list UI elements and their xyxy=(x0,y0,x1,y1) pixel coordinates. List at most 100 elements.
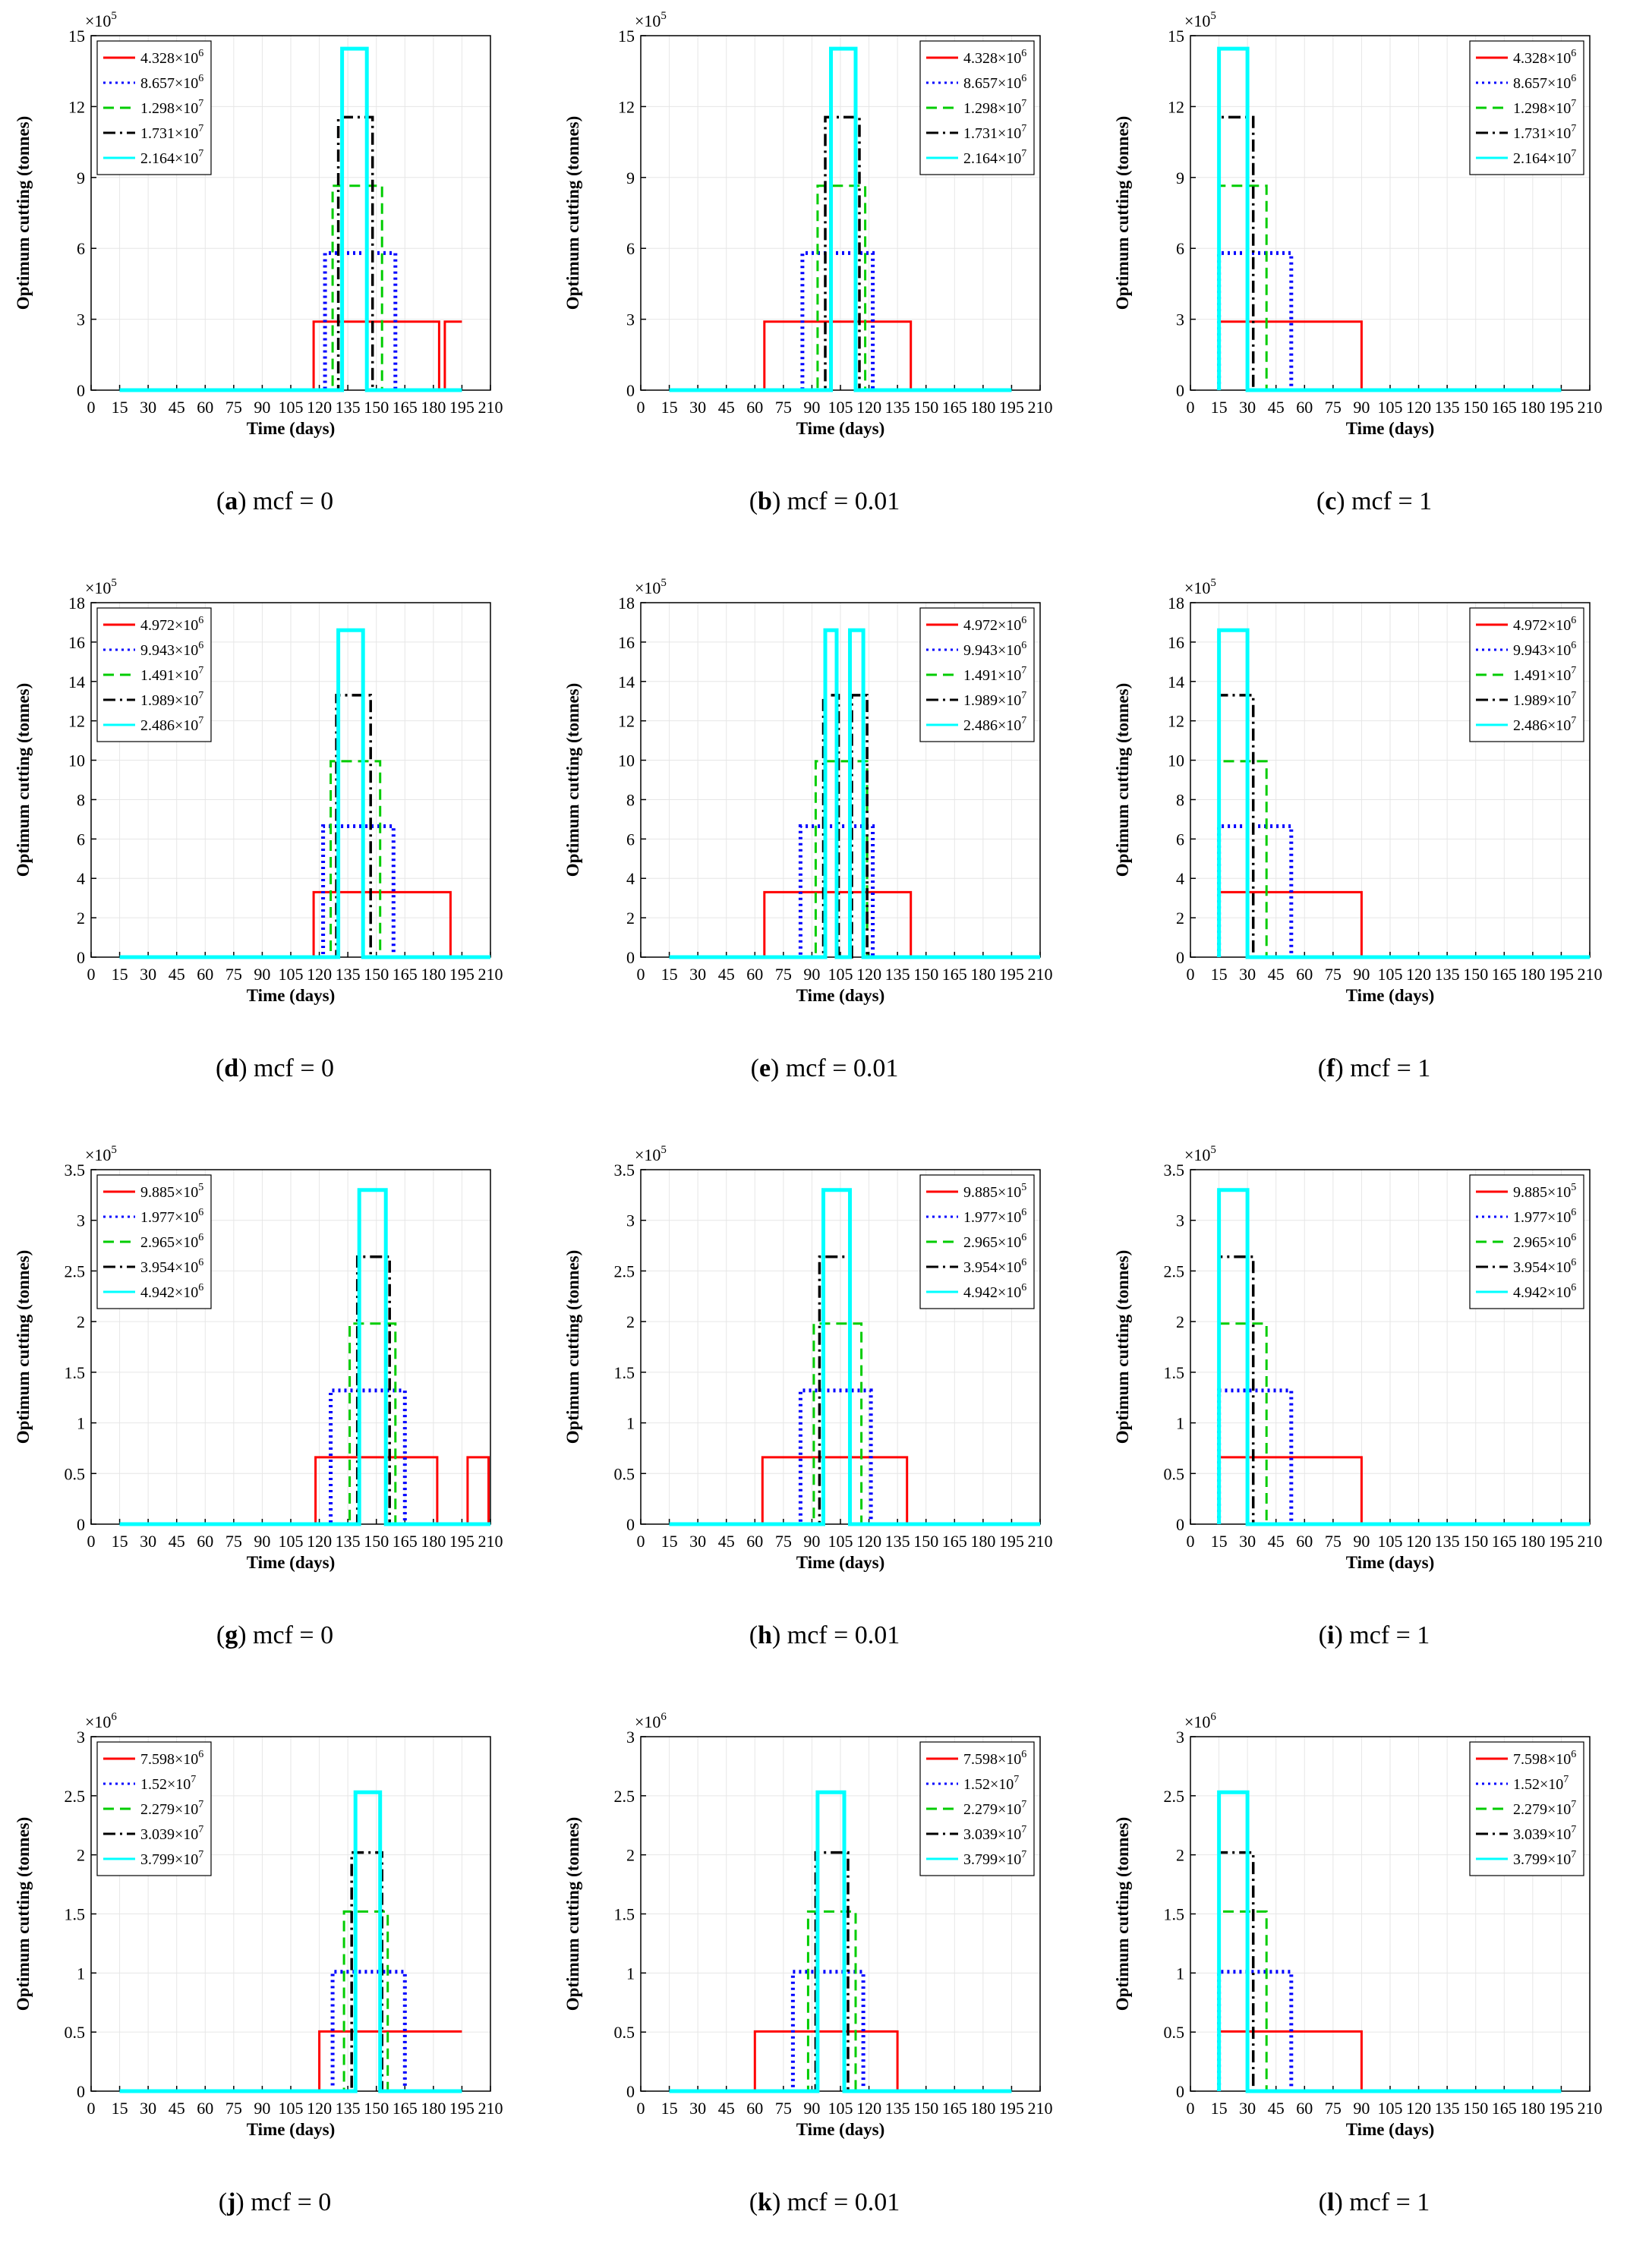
x-tick-label: 105 xyxy=(1378,1532,1403,1551)
y-exponent: ×106 xyxy=(1184,1711,1216,1731)
x-tick-label: 135 xyxy=(885,398,910,417)
x-tick-label: 150 xyxy=(913,2099,938,2118)
series-line-3 xyxy=(119,1322,490,1526)
x-tick-label: 165 xyxy=(393,965,418,984)
y-tick-label: 6 xyxy=(77,239,85,258)
y-tick-label: 3 xyxy=(77,1211,85,1230)
series-line-3 xyxy=(669,760,1040,959)
x-axis-label: Time (days) xyxy=(1346,1553,1435,1572)
caption-text: ) mcf = 1 xyxy=(1334,1621,1430,1649)
legend-label-2: 1.52×107 xyxy=(1513,1774,1569,1793)
y-tick-label: 6 xyxy=(77,830,85,849)
x-tick-label: 210 xyxy=(1028,398,1053,417)
x-tick-label: 150 xyxy=(364,2099,389,2118)
x-tick-label: 45 xyxy=(1268,2099,1285,2118)
x-tick-label: 120 xyxy=(1406,965,1431,984)
legend: 9.885×105 1.977×106 2.965×106 3.954×106 4.94… xyxy=(96,1174,212,1309)
x-tick-label: 60 xyxy=(1296,1532,1313,1551)
legend-label-3: 2.279×107 xyxy=(963,1799,1026,1818)
chart-panel-f: 0 15 30 45 60 75 90 105 120 135 150 165 180 195 210 0 2 4… xyxy=(1099,567,1649,1134)
y-tick-label: 12 xyxy=(618,97,635,116)
legend-label-1: 4.972×106 xyxy=(963,615,1026,634)
x-tick-label: 75 xyxy=(775,965,792,984)
legend-label-1: 7.598×106 xyxy=(963,1749,1026,1768)
subfigure-caption: (e) mcf = 0.01 xyxy=(750,1054,899,1082)
x-tick-label: 0 xyxy=(1187,965,1195,984)
y-tick-label: 0 xyxy=(1176,381,1184,400)
axes: 0 15 30 45 60 75 90 105 120 135 150 165 180 195 210 0 0.… xyxy=(65,1161,503,1551)
y-tick-label: 3.5 xyxy=(1164,1161,1185,1180)
y-tick-label: 1 xyxy=(626,1964,635,1983)
y-tick-label: 1.5 xyxy=(1164,1905,1185,1924)
x-tick-label: 120 xyxy=(856,398,881,417)
x-tick-label: 105 xyxy=(828,2099,853,2118)
y-tick-label: 18 xyxy=(618,594,635,613)
legend-label-3: 1.298×107 xyxy=(1513,98,1576,117)
legend-label-5: 4.942×106 xyxy=(140,1282,203,1301)
x-tick-label: 165 xyxy=(1492,398,1517,417)
caption-letter: c xyxy=(1325,487,1337,515)
x-tick-label: 120 xyxy=(307,398,332,417)
y-tick-label: 3 xyxy=(626,1728,635,1747)
x-axis-label: Time (days) xyxy=(796,1553,885,1572)
x-tick-label: 30 xyxy=(689,1532,706,1551)
subfigure-caption: (i) mcf = 1 xyxy=(1318,1621,1430,1649)
legend-label-3: 2.965×106 xyxy=(1513,1232,1576,1251)
y-tick-label: 1.5 xyxy=(65,1905,86,1924)
x-axis-label: Time (days) xyxy=(1346,986,1435,1005)
subfigure-caption: (h) mcf = 0.01 xyxy=(749,1621,900,1649)
x-tick-label: 165 xyxy=(1492,965,1517,984)
chart-svg: 0 15 30 45 60 75 90 105 120 135 150 165 180 195 210 0 0.… xyxy=(1113,1711,1603,2139)
series-line-5 xyxy=(1217,46,1562,392)
x-tick-label: 90 xyxy=(254,2099,270,2118)
x-tick-label: 75 xyxy=(225,1532,242,1551)
x-tick-label: 105 xyxy=(279,1532,304,1551)
x-tick-label: 0 xyxy=(637,965,645,984)
y-axis-label: Optimum cutting (tonnes) xyxy=(14,683,33,877)
legend-label-5: 2.486×107 xyxy=(1513,715,1576,734)
y-exponent: ×105 xyxy=(1184,1144,1216,1164)
legend-label-2: 8.657×106 xyxy=(963,73,1026,92)
y-tick-label: 0 xyxy=(626,381,635,400)
x-tick-label: 30 xyxy=(140,1532,156,1551)
legend-label-4: 3.954×106 xyxy=(140,1257,203,1276)
legend-label-3: 1.298×107 xyxy=(963,98,1026,117)
x-tick-label: 165 xyxy=(1492,2099,1517,2118)
chart-panel-l: 0 15 30 45 60 75 90 105 120 135 150 165 180 195 210 0 0.… xyxy=(1099,1701,1649,2268)
x-tick-label: 45 xyxy=(169,398,185,417)
legend-label-5: 4.942×106 xyxy=(963,1282,1026,1301)
x-tick-label: 165 xyxy=(942,2099,967,2118)
series-line-3 xyxy=(669,1322,1040,1526)
series-line-1 xyxy=(119,1456,490,1526)
x-tick-label: 15 xyxy=(661,2099,678,2118)
x-tick-label: 120 xyxy=(1406,1532,1431,1551)
y-tick-label: 12 xyxy=(68,97,85,116)
caption-letter: a xyxy=(225,487,238,515)
series-line-3 xyxy=(1218,1322,1590,1526)
legend-label-5: 2.164×107 xyxy=(963,148,1026,167)
y-tick-label: 1 xyxy=(626,1414,635,1433)
x-tick-label: 195 xyxy=(449,1532,475,1551)
subfigure-caption: (d) mcf = 0 xyxy=(215,1054,335,1082)
y-tick-label: 0.5 xyxy=(65,2023,86,2042)
y-tick-label: 9 xyxy=(626,169,635,187)
y-tick-label: 1 xyxy=(77,1964,85,1983)
x-tick-label: 45 xyxy=(169,2099,185,2118)
x-tick-label: 210 xyxy=(478,398,503,417)
x-tick-label: 30 xyxy=(689,965,706,984)
y-tick-label: 3.5 xyxy=(614,1161,635,1180)
y-tick-label: 0 xyxy=(77,2082,85,2101)
chart-svg: 0 15 30 45 60 75 90 105 120 135 150 165 180 195 210 0 0.… xyxy=(563,1144,1053,1572)
legend-label-1: 4.328×106 xyxy=(140,48,203,67)
x-tick-label: 150 xyxy=(1463,398,1488,417)
x-tick-label: 210 xyxy=(1028,2099,1053,2118)
y-tick-label: 2.5 xyxy=(1164,1262,1185,1280)
y-tick-label: 2 xyxy=(77,1312,85,1331)
x-tick-label: 60 xyxy=(197,398,213,417)
x-tick-label: 165 xyxy=(942,398,967,417)
caption-letter: h xyxy=(758,1621,772,1649)
y-axis-label: Optimum cutting (tonnes) xyxy=(563,1250,582,1444)
legend: 7.598×106 1.52×107 2.279×107 3.039×107 3.799… xyxy=(919,1741,1035,1876)
x-tick-label: 210 xyxy=(1028,965,1053,984)
y-tick-label: 10 xyxy=(1168,751,1184,770)
